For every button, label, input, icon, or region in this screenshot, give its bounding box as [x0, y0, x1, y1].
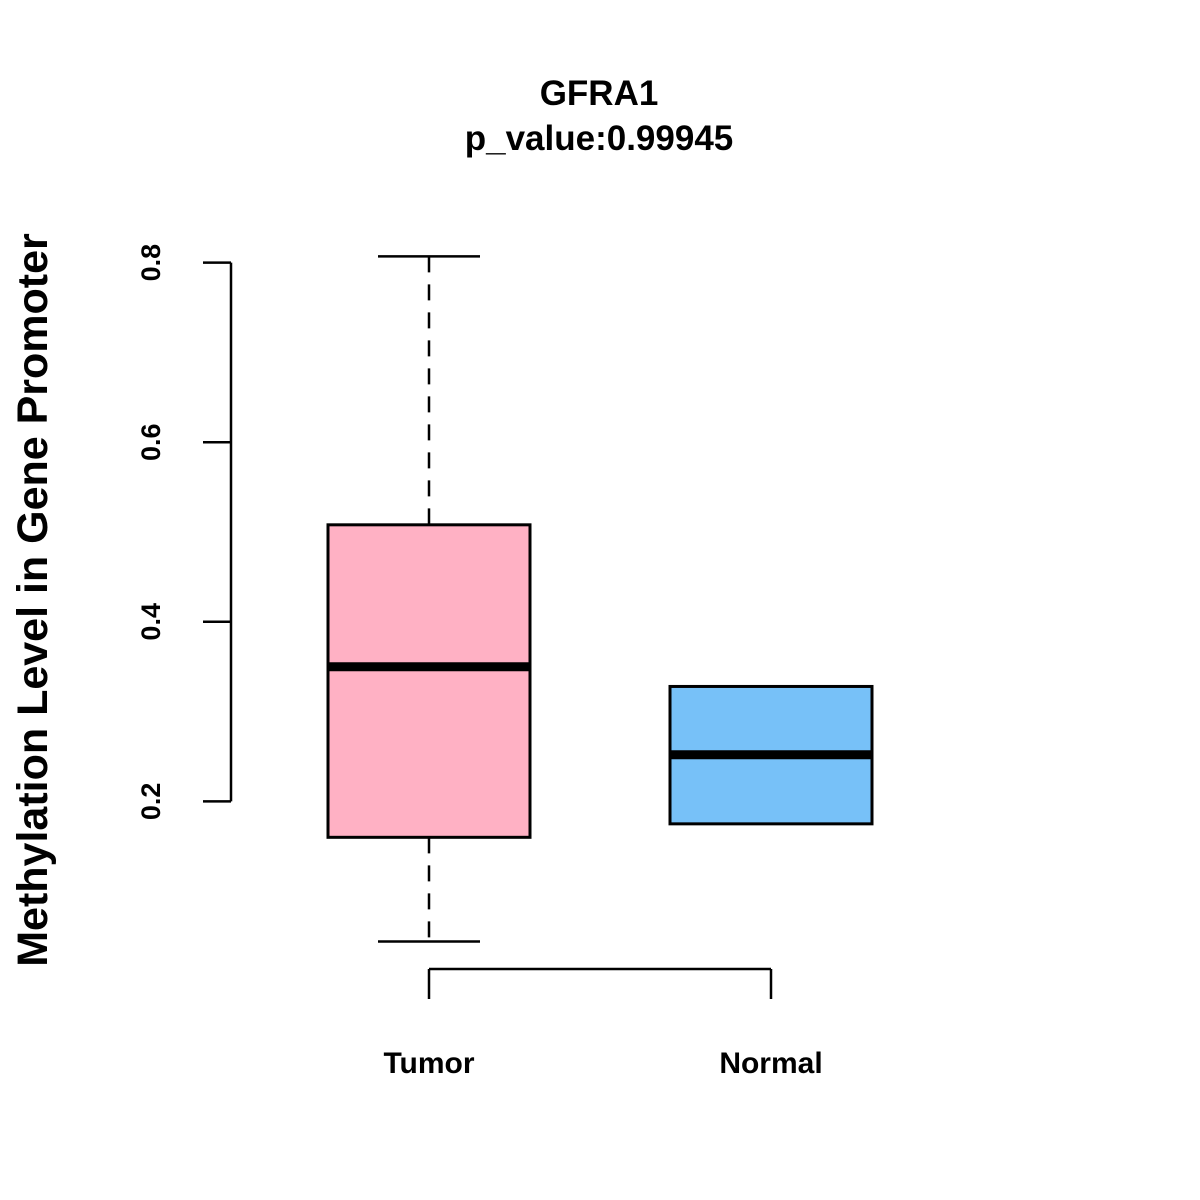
box-tumor [326, 255, 532, 943]
y-axis-label: Methylation Level in Gene Promoter [9, 233, 57, 967]
y-axis: 0.2 0.4 0.6 0.8 [136, 244, 233, 821]
x-tick-label: Normal [719, 1047, 822, 1080]
chart-title: GFRA1 [540, 74, 659, 113]
box-iqr [326, 523, 532, 839]
x-axis: Tumor Normal [383, 967, 823, 1080]
y-tick-label: 0.2 [136, 783, 166, 821]
y-tick-label: 0.8 [136, 244, 166, 282]
box-normal [668, 684, 874, 826]
y-tick-label: 0.6 [136, 423, 166, 461]
chart-subtitle: p_value:0.99945 [465, 119, 734, 158]
boxes-group [326, 255, 874, 943]
x-tick-label: Tumor [383, 1047, 474, 1080]
y-tick-label: 0.4 [136, 603, 166, 641]
